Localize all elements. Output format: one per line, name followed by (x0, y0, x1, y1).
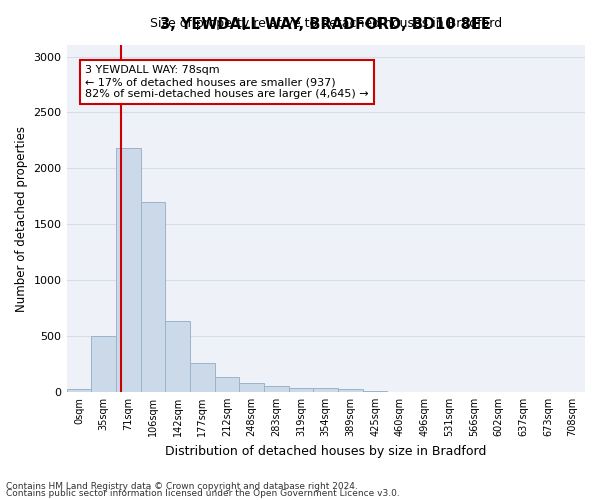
Text: 3 YEWDALL WAY: 78sqm
← 17% of detached houses are smaller (937)
82% of semi-deta: 3 YEWDALL WAY: 78sqm ← 17% of detached h… (85, 66, 368, 98)
Text: Contains HM Land Registry data © Crown copyright and database right 2024.: Contains HM Land Registry data © Crown c… (6, 482, 358, 491)
Text: Contains public sector information licensed under the Open Government Licence v3: Contains public sector information licen… (6, 489, 400, 498)
Bar (91, 336, 116, 392)
Bar (116, 148, 140, 392)
Title: 3, YEWDALL WAY, BRADFORD, BD10 8EE: 3, YEWDALL WAY, BRADFORD, BD10 8EE (160, 16, 491, 32)
Bar (264, 386, 289, 392)
Text: Size of property relative to detached houses in Bradford: Size of property relative to detached ho… (150, 16, 502, 30)
Bar (140, 202, 165, 392)
Bar (239, 383, 264, 392)
Bar (190, 364, 215, 392)
Y-axis label: Number of detached properties: Number of detached properties (15, 126, 28, 312)
Bar (289, 388, 313, 392)
Bar (165, 322, 190, 392)
Bar (313, 388, 338, 392)
Bar (338, 389, 363, 392)
X-axis label: Distribution of detached houses by size in Bradford: Distribution of detached houses by size … (165, 444, 487, 458)
Bar (67, 389, 91, 392)
Bar (215, 378, 239, 392)
